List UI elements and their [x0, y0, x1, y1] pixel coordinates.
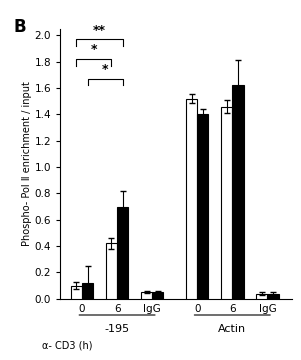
- Bar: [152, 292, 163, 299]
- Bar: [117, 207, 128, 299]
- Text: Actin: Actin: [218, 324, 246, 334]
- Bar: [106, 243, 117, 299]
- Text: **: **: [93, 24, 106, 37]
- Bar: [232, 85, 244, 299]
- Bar: [197, 114, 208, 299]
- Text: *: *: [91, 44, 97, 57]
- Bar: [141, 292, 152, 299]
- Bar: [267, 293, 279, 299]
- Bar: [82, 283, 93, 299]
- Text: -195: -195: [104, 324, 130, 334]
- Y-axis label: Phospho- Pol Ⅱ enrichment / input: Phospho- Pol Ⅱ enrichment / input: [22, 81, 32, 246]
- Bar: [256, 293, 267, 299]
- Text: *: *: [102, 63, 108, 76]
- Bar: [186, 99, 197, 299]
- Text: B: B: [14, 18, 26, 36]
- Bar: [221, 107, 232, 299]
- Text: α- CD3 (h): α- CD3 (h): [42, 340, 93, 350]
- Bar: [71, 285, 82, 299]
